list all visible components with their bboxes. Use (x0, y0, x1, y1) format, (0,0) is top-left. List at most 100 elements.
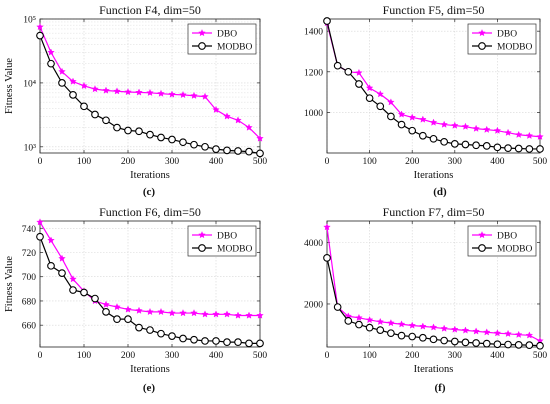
data-point-dbo (429, 323, 438, 331)
data-point-modbo (355, 80, 363, 88)
y-tick-label: 720 (22, 249, 37, 259)
data-point-modbo (344, 317, 353, 325)
legend-marker (198, 29, 206, 37)
data-point-dbo (212, 105, 220, 113)
data-point-dbo (440, 324, 448, 332)
data-point-dbo (419, 115, 427, 123)
y-tick-label: 4000 (304, 239, 323, 249)
axes-box (39, 220, 261, 348)
x-tick-label: 400 (209, 157, 224, 167)
panel-label: (e) (143, 382, 156, 394)
data-point-dbo (124, 305, 132, 313)
data-point-dbo (69, 77, 77, 85)
data-point-modbo (419, 131, 427, 140)
legend-marker (198, 231, 206, 239)
x-tick-label: 0 (38, 351, 43, 361)
data-point-dbo (387, 319, 395, 327)
data-point-dbo (234, 116, 242, 124)
data-point-modbo (365, 323, 374, 332)
data-point-modbo (58, 79, 66, 87)
data-point-modbo (135, 127, 143, 136)
legend-marker (478, 42, 486, 50)
series-modbo (323, 17, 544, 153)
data-point-modbo (168, 332, 176, 340)
data-point-dbo (113, 303, 121, 311)
data-point-dbo (408, 321, 416, 329)
data-point-dbo (365, 84, 374, 92)
data-point-modbo (47, 261, 55, 270)
data-point-modbo (201, 337, 209, 345)
data-point-modbo (387, 112, 395, 121)
data-point-dbo (124, 88, 132, 96)
data-point-modbo (525, 145, 534, 153)
x-tick-label: 0 (325, 157, 330, 167)
data-point-dbo (91, 85, 99, 93)
data-point-modbo (113, 315, 121, 323)
data-point-dbo (58, 67, 66, 75)
panel-label: (d) (433, 186, 447, 198)
data-point-modbo (223, 146, 231, 155)
data-point-modbo (212, 337, 220, 345)
legend-marker (478, 29, 486, 37)
data-point-dbo (256, 311, 264, 319)
data-point-dbo (223, 112, 231, 120)
data-point-dbo (58, 254, 66, 262)
legend: DBO MODBO (467, 225, 537, 257)
data-point-modbo (493, 340, 502, 349)
data-point-modbo (355, 320, 363, 329)
series-modbo (323, 254, 544, 350)
data-point-dbo (323, 223, 331, 231)
data-point-modbo (179, 334, 187, 343)
x-tick-label: 300 (448, 157, 463, 167)
data-point-dbo (36, 218, 44, 226)
data-point-modbo (376, 326, 385, 334)
axes-box (326, 220, 541, 348)
data-point-modbo (58, 269, 66, 277)
data-point-dbo (493, 329, 502, 337)
legend-entry-modbo: MODBO (497, 245, 533, 255)
x-tick-label: 500 (253, 157, 268, 167)
data-point-dbo (179, 90, 187, 99)
legend-entry-dbo: DBO (217, 232, 237, 242)
data-point-dbo (223, 310, 231, 318)
data-point-dbo (397, 110, 406, 118)
x-axis-label: Iterations (130, 170, 170, 181)
x-tick-label: 100 (362, 157, 377, 167)
data-point-modbo (440, 137, 449, 146)
data-point-modbo (440, 336, 449, 345)
data-point-dbo (212, 310, 220, 318)
data-point-modbo (344, 67, 353, 76)
chart-panel-f: 0 100 200 300 400 500 2000 4000 Function F7, dim… (304, 205, 547, 394)
data-point-modbo (504, 340, 512, 349)
data-point-modbo (536, 341, 544, 350)
data-point-modbo (461, 140, 470, 149)
chart-panel-e: 0 100 200 300 400 500 660 680 700 720 740 Function … (4, 205, 267, 394)
data-point-modbo (504, 144, 512, 152)
chart-panel-d: 0 100 200 300 400 500 1000 1200 1400 Function F5,… (304, 3, 547, 198)
data-point-modbo (482, 142, 491, 150)
data-point-modbo (47, 59, 55, 68)
x-axis-label: Iterations (130, 364, 170, 375)
data-point-dbo (157, 307, 165, 316)
series-modbo (36, 232, 264, 348)
x-tick-label: 300 (165, 351, 180, 361)
data-point-dbo (245, 311, 253, 319)
data-point-modbo (514, 340, 523, 349)
x-tick-label: 400 (209, 351, 224, 361)
data-point-modbo (201, 142, 209, 151)
legend-marker (198, 42, 206, 50)
data-point-dbo (461, 122, 470, 130)
data-point-modbo (419, 333, 427, 342)
data-point-dbo (365, 316, 374, 324)
data-point-dbo (190, 309, 198, 317)
x-tick-label: 200 (405, 157, 420, 167)
data-point-dbo (514, 330, 523, 338)
data-point-modbo (135, 323, 143, 332)
data-point-dbo (451, 121, 459, 129)
data-point-modbo (245, 339, 253, 348)
data-point-dbo (190, 91, 198, 99)
data-point-modbo (450, 140, 459, 148)
data-point-dbo (525, 131, 534, 139)
data-point-dbo (419, 322, 427, 330)
